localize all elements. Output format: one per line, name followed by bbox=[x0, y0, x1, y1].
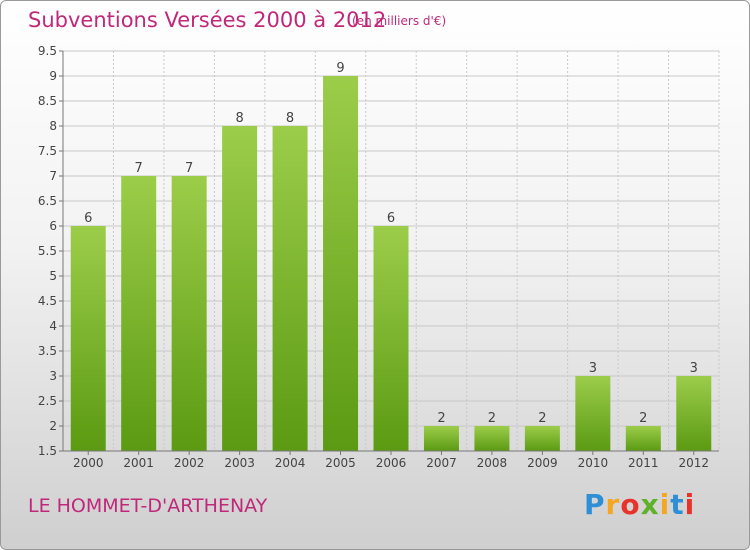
data-label: 6 bbox=[84, 211, 92, 226]
y-tick-label: 1.5 bbox=[38, 444, 57, 458]
x-tick-label: 2007 bbox=[426, 456, 457, 470]
data-label: 2 bbox=[488, 411, 496, 426]
data-label: 2 bbox=[437, 411, 445, 426]
bar bbox=[171, 176, 207, 451]
y-tick-label: 2.5 bbox=[38, 394, 57, 408]
x-tick-label: 2012 bbox=[678, 456, 709, 470]
y-tick-label: 5 bbox=[49, 269, 57, 283]
bar bbox=[323, 76, 359, 451]
y-tick-label: 4.5 bbox=[38, 294, 57, 308]
logo-letter: t bbox=[670, 488, 685, 521]
bar bbox=[474, 426, 510, 451]
y-tick-label: 3.5 bbox=[38, 344, 57, 358]
x-tick-label: 2009 bbox=[527, 456, 558, 470]
bar bbox=[676, 376, 712, 451]
y-tick-label: 8 bbox=[49, 119, 57, 133]
data-label: 3 bbox=[589, 361, 597, 376]
y-tick-label: 2 bbox=[49, 419, 57, 433]
x-tick-label: 2010 bbox=[578, 456, 609, 470]
data-label: 6 bbox=[387, 211, 395, 226]
bar bbox=[70, 226, 106, 451]
bar bbox=[575, 376, 611, 451]
logo-letter: i bbox=[659, 488, 671, 521]
bar bbox=[121, 176, 157, 451]
y-tick-label: 9 bbox=[49, 69, 57, 83]
y-tick-label: 7 bbox=[49, 169, 57, 183]
data-label: 2 bbox=[538, 411, 546, 426]
bar bbox=[222, 126, 258, 451]
bar bbox=[373, 226, 409, 451]
commune-name: LE HOMMET-D'ARTHENAY bbox=[28, 495, 268, 517]
y-tick-label: 6.5 bbox=[38, 194, 57, 208]
data-label: 2 bbox=[639, 411, 647, 426]
y-tick-label: 5.5 bbox=[38, 244, 57, 258]
logo-letter: P bbox=[584, 488, 606, 521]
bar bbox=[272, 126, 308, 451]
logo-letter: r bbox=[605, 488, 621, 521]
y-tick-label: 6 bbox=[49, 219, 57, 233]
x-tick-label: 2002 bbox=[174, 456, 205, 470]
bar bbox=[423, 426, 459, 451]
data-label: 8 bbox=[235, 111, 243, 126]
data-label: 8 bbox=[286, 111, 294, 126]
x-tick-label: 2001 bbox=[123, 456, 154, 470]
y-tick-label: 4 bbox=[49, 319, 57, 333]
x-tick-label: 2011 bbox=[628, 456, 659, 470]
y-tick-label: 7.5 bbox=[38, 144, 57, 158]
x-tick-label: 2005 bbox=[325, 456, 356, 470]
logo-letter: x bbox=[640, 488, 660, 521]
y-tick-label: 8.5 bbox=[38, 94, 57, 108]
data-label: 7 bbox=[185, 161, 193, 176]
y-tick-label: 3 bbox=[49, 369, 57, 383]
logo-letter: i bbox=[684, 488, 696, 521]
chart-title: Subventions Versées 2000 à 2012 bbox=[28, 8, 387, 32]
data-label: 7 bbox=[135, 161, 143, 176]
chart-subtitle: (en milliers d'€) bbox=[352, 14, 447, 28]
bar bbox=[625, 426, 661, 451]
x-tick-label: 2000 bbox=[73, 456, 104, 470]
x-tick-label: 2008 bbox=[477, 456, 508, 470]
x-tick-label: 2003 bbox=[224, 456, 255, 470]
x-tick-label: 2004 bbox=[275, 456, 306, 470]
proxiti-logo: Proxiti bbox=[584, 488, 695, 521]
bar bbox=[524, 426, 560, 451]
x-tick-label: 2006 bbox=[376, 456, 407, 470]
logo-letter: o bbox=[620, 488, 641, 521]
data-label: 3 bbox=[690, 361, 698, 376]
y-tick-label: 9.5 bbox=[38, 44, 57, 58]
data-label: 9 bbox=[336, 61, 344, 76]
